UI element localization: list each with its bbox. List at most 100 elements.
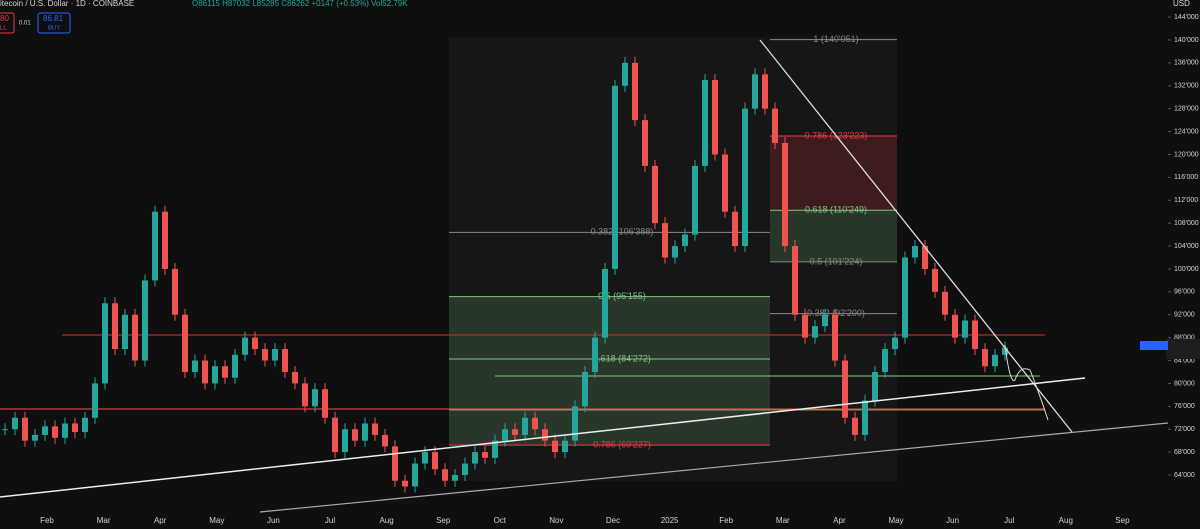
candle bbox=[702, 80, 708, 166]
candle bbox=[302, 383, 308, 407]
x-tick-label: Nov bbox=[549, 516, 563, 525]
candle bbox=[892, 337, 898, 350]
y-tick-label: 144'000 bbox=[1174, 14, 1199, 21]
candle bbox=[512, 429, 518, 435]
candle bbox=[722, 154, 728, 212]
candle bbox=[72, 423, 78, 433]
candle bbox=[152, 211, 158, 281]
fib-label: 0.618 (110'249) bbox=[805, 205, 867, 215]
candle bbox=[122, 314, 128, 350]
candle bbox=[712, 80, 718, 155]
fib-label: 0.5 (95'155) bbox=[598, 291, 646, 301]
x-tick-label: May bbox=[888, 516, 903, 525]
candle bbox=[382, 434, 388, 447]
candle bbox=[842, 360, 848, 418]
x-tick-label: Sep bbox=[1115, 516, 1130, 525]
sell-price: 80 bbox=[0, 14, 9, 23]
fib-box-right bbox=[770, 37, 897, 481]
candle bbox=[812, 326, 818, 338]
candle bbox=[922, 246, 928, 269]
candle bbox=[602, 268, 608, 338]
candle bbox=[242, 337, 248, 355]
candle bbox=[222, 366, 228, 378]
x-tick-label: Dec bbox=[606, 516, 620, 525]
candle bbox=[32, 434, 38, 441]
x-tick-label: Oct bbox=[494, 516, 507, 525]
x-tick-label: Jun bbox=[946, 516, 959, 525]
candle bbox=[212, 366, 218, 384]
spread: 0.01 bbox=[19, 21, 31, 27]
y-tick-label: 88'000 bbox=[1174, 334, 1195, 341]
candle bbox=[582, 371, 588, 407]
currency: USD bbox=[1173, 0, 1190, 8]
sell-label: LL bbox=[0, 26, 7, 32]
candle bbox=[792, 246, 798, 315]
fib-label: 0.5 (101'224) bbox=[810, 256, 863, 266]
x-tick-label: May bbox=[209, 516, 224, 525]
fib-label: 0.382 (92'200) bbox=[807, 308, 865, 318]
candle bbox=[642, 120, 648, 166]
candle bbox=[962, 320, 968, 338]
candle bbox=[852, 417, 858, 435]
y-tick-label: 76'000 bbox=[1174, 403, 1195, 410]
candle bbox=[562, 440, 568, 453]
x-tick-label: Jun bbox=[267, 516, 280, 525]
candle bbox=[532, 417, 538, 430]
candle bbox=[52, 426, 58, 438]
candle bbox=[742, 108, 748, 247]
candle bbox=[332, 417, 338, 453]
candle bbox=[62, 423, 68, 438]
x-tick-label: Aug bbox=[379, 516, 393, 525]
x-tick-label: Mar bbox=[776, 516, 790, 525]
uptrend-line bbox=[0, 377, 1086, 498]
candle bbox=[502, 429, 508, 441]
candle bbox=[432, 452, 438, 470]
candle bbox=[992, 354, 998, 367]
symbol-tag bbox=[1140, 341, 1168, 350]
candle bbox=[162, 211, 168, 269]
price-tag bbox=[1166, 339, 1200, 359]
downtrend-line bbox=[759, 39, 1073, 433]
fib-label: 0.618 (84'272) bbox=[593, 353, 651, 363]
fib-zone bbox=[770, 210, 897, 262]
y-tick-label: 132'000 bbox=[1174, 83, 1199, 90]
y-tick-label: 136'000 bbox=[1174, 60, 1199, 67]
candle bbox=[522, 417, 528, 435]
candle bbox=[232, 354, 238, 378]
candle bbox=[832, 314, 838, 361]
candle bbox=[942, 291, 948, 315]
candle bbox=[592, 337, 598, 372]
y-tick-label: 68'000 bbox=[1174, 449, 1195, 456]
candle bbox=[2, 429, 8, 431]
x-tick-label: Apr bbox=[154, 516, 167, 525]
candle bbox=[182, 314, 188, 372]
candle bbox=[672, 246, 678, 258]
y-tick-label: 72'000 bbox=[1174, 426, 1195, 433]
candle bbox=[142, 280, 148, 361]
x-tick-label: 2025 bbox=[661, 516, 679, 525]
y-tick-label: 124'000 bbox=[1174, 128, 1199, 135]
y-tick-label: 116'000 bbox=[1174, 174, 1198, 181]
candle bbox=[402, 480, 408, 487]
candle bbox=[692, 165, 698, 235]
candle bbox=[952, 314, 958, 338]
candle bbox=[92, 383, 98, 418]
candle bbox=[862, 400, 868, 435]
candle bbox=[422, 452, 428, 464]
candle bbox=[632, 62, 638, 121]
sell-button[interactable] bbox=[0, 12, 15, 34]
candle bbox=[272, 349, 278, 361]
y-tick-label: 80'000 bbox=[1174, 380, 1195, 387]
candle bbox=[652, 165, 658, 224]
candle bbox=[902, 257, 908, 338]
y-tick-label: 104'000 bbox=[1174, 243, 1199, 250]
x-tick-label: Mar bbox=[97, 516, 111, 525]
candle bbox=[172, 268, 178, 315]
candle bbox=[822, 314, 828, 327]
candle bbox=[42, 426, 48, 435]
buy-button[interactable] bbox=[37, 12, 71, 34]
fib-zone bbox=[770, 136, 897, 211]
candle bbox=[472, 452, 478, 464]
candle bbox=[202, 360, 208, 384]
